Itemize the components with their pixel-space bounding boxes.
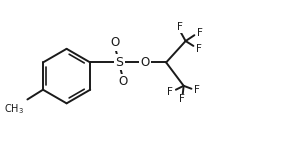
Text: F: F bbox=[167, 87, 173, 97]
Text: F: F bbox=[197, 28, 203, 38]
Text: F: F bbox=[194, 85, 200, 95]
Text: F: F bbox=[196, 44, 202, 54]
Text: O: O bbox=[110, 36, 119, 49]
Text: F: F bbox=[179, 94, 185, 104]
Text: CH$_3$: CH$_3$ bbox=[5, 102, 24, 116]
Text: O: O bbox=[119, 75, 128, 88]
Text: O: O bbox=[140, 56, 149, 69]
Text: F: F bbox=[177, 22, 183, 32]
Text: S: S bbox=[115, 56, 124, 69]
